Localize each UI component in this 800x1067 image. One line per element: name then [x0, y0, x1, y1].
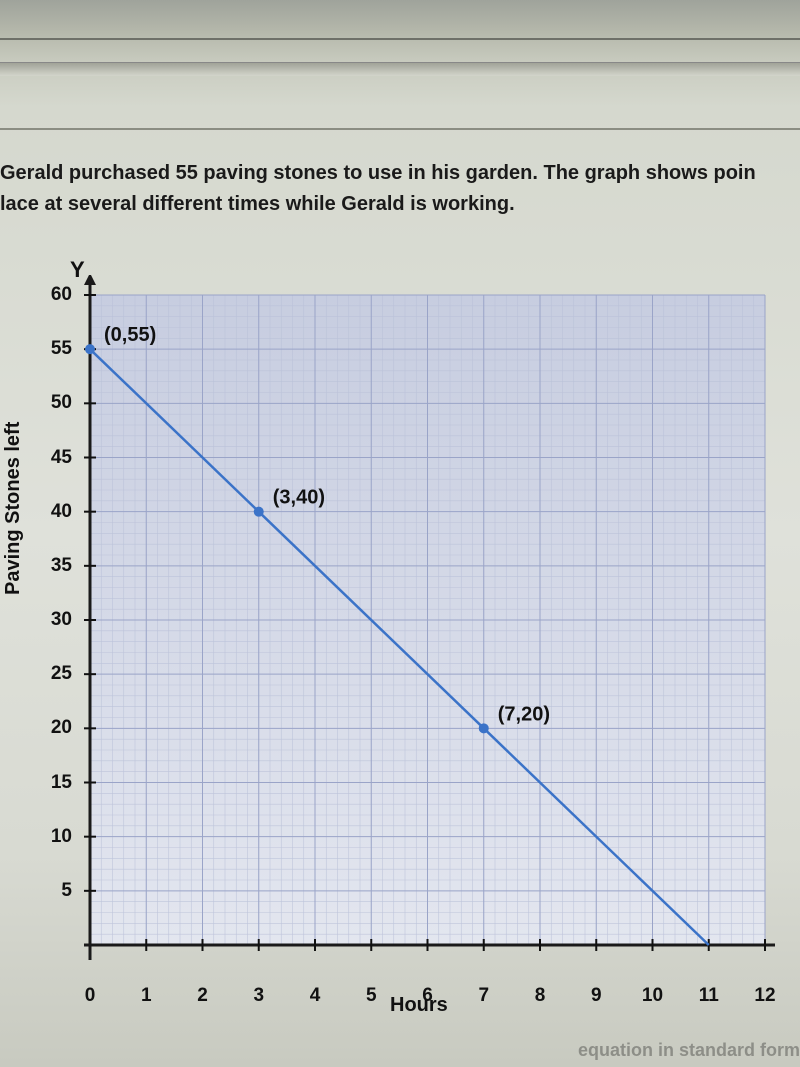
x-tick-label: 0	[85, 985, 96, 1007]
x-tick-label: 5	[366, 985, 377, 1007]
y-tick-label: 50	[32, 392, 72, 414]
question-line: Gerald purchased 55 paving stones to use…	[0, 158, 800, 189]
y-tick-label: 15	[32, 772, 72, 794]
svg-text:(0,55): (0,55)	[104, 324, 156, 346]
x-tick-label: 4	[310, 985, 321, 1007]
y-tick-label: 10	[32, 826, 72, 848]
y-tick-label: 5	[32, 880, 72, 902]
divider	[0, 38, 800, 40]
y-axis-label: Paving Stones left	[2, 422, 25, 595]
x-tick-label: 2	[197, 985, 208, 1007]
y-tick-label: 60	[32, 284, 72, 306]
y-tick-label: 30	[32, 609, 72, 631]
x-tick-label: 10	[642, 985, 663, 1007]
divider	[0, 128, 800, 130]
x-tick-label: 3	[253, 985, 264, 1007]
y-tick-label: 35	[32, 555, 72, 577]
x-tick-label: 7	[478, 985, 489, 1007]
x-tick-label: 6	[422, 985, 433, 1007]
y-tick-label: 45	[32, 447, 72, 469]
y-tick-label: 20	[32, 717, 72, 739]
chart: Y Paving Stones left Hours (0,55)(3,40)(…	[0, 245, 800, 1025]
x-tick-label: 12	[754, 985, 775, 1007]
question-text: Gerald purchased 55 paving stones to use…	[0, 150, 800, 220]
x-tick-label: 11	[699, 985, 719, 1007]
svg-text:(7,20): (7,20)	[498, 703, 550, 725]
x-tick-label: 9	[591, 985, 602, 1007]
question-line: lace at several different times while Ge…	[0, 189, 800, 220]
plot-area: (0,55) (3,40) (7,20)	[80, 275, 780, 975]
header-bars	[0, 0, 800, 110]
y-tick-label: 25	[32, 663, 72, 685]
x-axis-label: Hours	[390, 994, 448, 1017]
y-tick-label: 55	[32, 338, 72, 360]
x-tick-label: 1	[141, 985, 152, 1007]
plot-svg: (0,55) (3,40) (7,20)	[80, 275, 780, 975]
x-tick-label: 8	[535, 985, 546, 1007]
svg-text:(3,40): (3,40)	[273, 487, 325, 509]
faded-hint: equation in standard form	[578, 1040, 800, 1061]
y-tick-label: 40	[32, 501, 72, 523]
divider	[0, 62, 800, 76]
